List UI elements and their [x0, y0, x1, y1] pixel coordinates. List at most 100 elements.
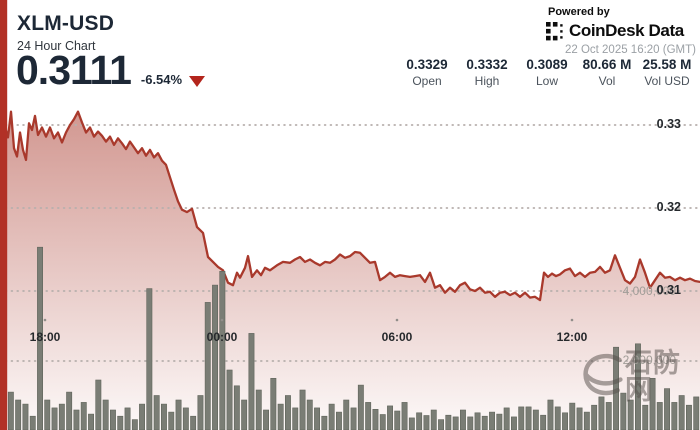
- volume-bar: [387, 405, 393, 430]
- volume-bar: [591, 404, 598, 430]
- stat-high-label: High: [474, 74, 500, 88]
- volume-bar: [649, 377, 656, 430]
- volume-bar: [306, 399, 313, 430]
- volume-bar: [452, 416, 459, 430]
- volume-bar: [328, 403, 335, 430]
- volume-bar: [255, 389, 262, 430]
- volume-bar: [569, 402, 576, 430]
- volume-bar: [459, 409, 466, 430]
- volume-bar: [80, 402, 87, 430]
- volume-bar: [379, 414, 386, 430]
- volume-bar: [532, 409, 539, 430]
- volume-bar: [664, 388, 671, 430]
- volume-bar: [656, 402, 663, 430]
- volume-bar: [372, 408, 379, 430]
- volume-bar: [219, 270, 226, 430]
- x-tick-dot: [395, 318, 399, 322]
- volume-bar: [182, 407, 189, 430]
- volume-bar: [197, 395, 204, 430]
- volume-bar: [161, 403, 167, 430]
- volume-bar: [343, 399, 350, 430]
- volume-bar: [168, 411, 175, 430]
- volume-bar: [175, 399, 182, 430]
- volume-bar: [547, 399, 554, 430]
- volume-bar: [685, 404, 692, 430]
- volume-bar: [212, 284, 218, 430]
- volume-bar: [678, 395, 685, 430]
- volume-bar: [110, 409, 116, 430]
- volume-bar: [430, 409, 437, 430]
- volume-bar: [613, 346, 620, 430]
- stat-high: 0.3332 High: [457, 57, 517, 88]
- volume-bar: [525, 406, 532, 430]
- volume-bar: [438, 419, 444, 430]
- volume-bar: [620, 392, 627, 430]
- volume-bar: [540, 414, 547, 430]
- volume-bar: [88, 413, 95, 430]
- stat-low-label: Low: [535, 74, 558, 88]
- volume-bar: [153, 395, 160, 430]
- volume-bar: [299, 389, 306, 430]
- volume-bar: [29, 415, 36, 430]
- volume-bar: [510, 416, 517, 430]
- volume-bar: [284, 395, 291, 430]
- volume-bar: [554, 406, 561, 430]
- powered-by-label: Powered by: [548, 6, 610, 18]
- volume-bar: [241, 399, 248, 430]
- volume-bar: [321, 415, 328, 430]
- stat-vol-usd-value: 25.58 M: [642, 57, 692, 72]
- current-price: 0.3111: [16, 47, 132, 93]
- volume-bar: [474, 412, 481, 430]
- x-tick-dot: [43, 318, 47, 322]
- volume-bar: [73, 409, 80, 430]
- volume-bar: [226, 369, 233, 430]
- volume-bar: [627, 399, 634, 430]
- volume-bar: [416, 412, 423, 430]
- volume-bar: [481, 415, 488, 430]
- x-tick-dot: [570, 318, 574, 322]
- volume-bar: [270, 377, 277, 430]
- volume-bar: [562, 412, 569, 430]
- volume-bar: [37, 246, 44, 430]
- volume-bar: [7, 391, 14, 430]
- volume-bar: [693, 396, 700, 430]
- price-down-triangle-icon: [189, 76, 206, 87]
- volume-bar: [190, 415, 197, 430]
- stat-open-value: 0.3329: [406, 57, 448, 72]
- volume-bar: [204, 302, 211, 430]
- volume-bar: [139, 403, 145, 430]
- price-area-fill: [0, 111, 700, 430]
- symbol-title: XLM-USD: [17, 12, 115, 35]
- volume-bar: [408, 417, 415, 430]
- stat-low: 0.3089 Low: [517, 57, 577, 88]
- volume-bar: [518, 406, 525, 430]
- volume-bar: [335, 411, 342, 430]
- volume-bar: [124, 407, 131, 430]
- market-stats: 0.3329 Open 0.3332 High 0.3089 Low 80.66…: [397, 57, 697, 88]
- volume-bar: [263, 409, 269, 430]
- volume-bar: [146, 288, 153, 430]
- volume-bar: [445, 414, 452, 430]
- timestamp: 22 Oct 2025 16:20 (GMT): [564, 44, 696, 56]
- volume-bar: [576, 407, 583, 430]
- volume-bar: [277, 403, 284, 430]
- volume-bar: [467, 416, 474, 430]
- volume-bar: [365, 402, 372, 430]
- volume-bar: [401, 402, 408, 430]
- x-tick-dot: [220, 318, 224, 322]
- volume-bar: [131, 419, 138, 430]
- volume-bar: [292, 407, 299, 430]
- stat-vol-value: 80.66 M: [582, 57, 632, 72]
- volume-bar: [22, 403, 29, 430]
- volume-bar: [15, 399, 22, 430]
- volume-bar: [233, 385, 240, 430]
- volume-bar: [583, 411, 590, 430]
- volume-bar: [51, 407, 58, 430]
- volume-bar: [394, 410, 401, 430]
- volume-bar: [314, 407, 320, 430]
- volume-bar: [423, 415, 430, 430]
- volume-bar: [598, 396, 605, 430]
- brand-logo: CoinDesk Data: [546, 21, 696, 41]
